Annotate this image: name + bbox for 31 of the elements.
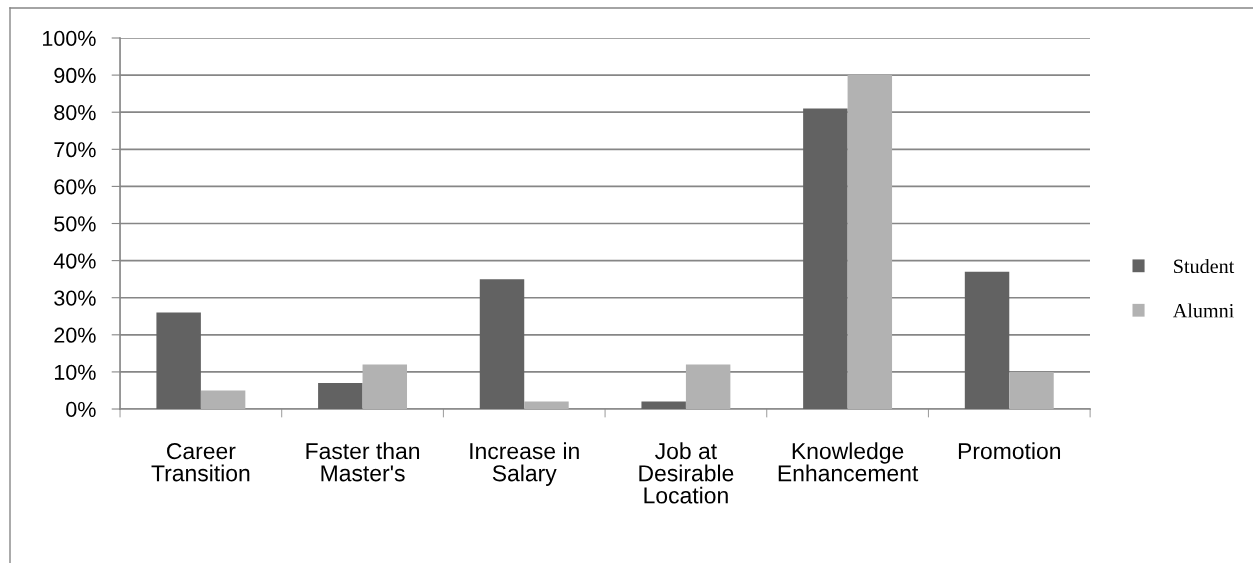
bar [524, 401, 569, 410]
y-tick-label: 50% [54, 216, 96, 232]
x-tick-label: Knowledge Enhancement [778, 442, 919, 482]
bar [641, 401, 686, 410]
y-tick-label: 10% [54, 364, 96, 380]
bar [200, 390, 246, 410]
x-tick-label: Promotion [958, 442, 1061, 460]
y-tick-label: 70% [54, 142, 96, 158]
y-tick-label: 30% [54, 290, 96, 306]
x-tick-label: Increase in Salary [470, 442, 579, 486]
y-tick-label: 90% [54, 67, 96, 84]
y-tick-label: 20% [54, 327, 96, 343]
bar [156, 312, 201, 410]
bar [847, 75, 893, 410]
legend-label: Student [1174, 258, 1235, 274]
y-tick-label: 100% [43, 30, 96, 47]
y-tick-label: 0% [66, 401, 96, 418]
bar [362, 364, 408, 410]
bar [1009, 371, 1054, 410]
y-tick-label: 40% [53, 253, 96, 269]
x-tick-label: Faster than Master's [306, 442, 420, 482]
y-tick-label: 80% [54, 104, 96, 121]
y-tick-label: 60% [54, 179, 96, 195]
bar [479, 279, 525, 410]
bar [685, 364, 731, 410]
legend-label: Alumni [1172, 303, 1234, 318]
bar [964, 271, 1010, 410]
x-tick-label: Job at Desirable Location [639, 442, 734, 504]
x-tick-label: Career Transition [151, 442, 250, 482]
bar [318, 383, 363, 410]
bar [803, 108, 848, 410]
